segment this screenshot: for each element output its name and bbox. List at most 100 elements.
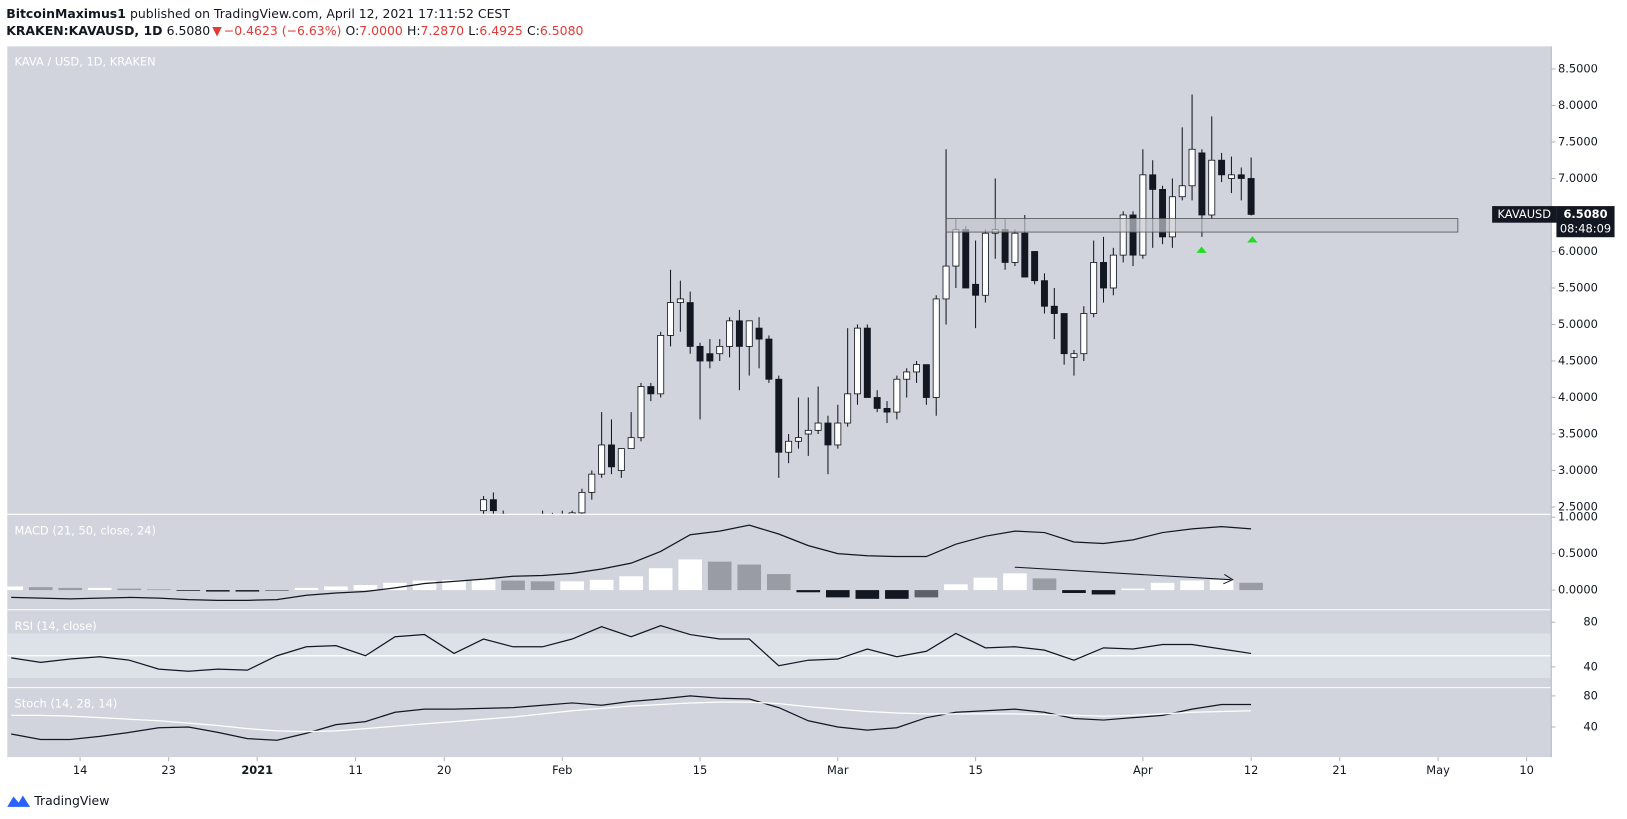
y-tick-label: 4.0000: [1558, 390, 1598, 404]
candle-body: [981, 232, 989, 296]
candle-body: [765, 338, 773, 380]
candle-body: [1198, 152, 1206, 216]
y-tick-label: 8.5000: [1558, 61, 1598, 75]
candle-body: [1050, 305, 1058, 314]
candle-body: [1070, 353, 1078, 358]
publish-line: BitcoinMaximus1 published on TradingView.…: [6, 6, 510, 21]
divergence-arrowhead: [1223, 574, 1234, 585]
candle-body: [696, 345, 704, 362]
last-symbol-box: [1492, 206, 1557, 223]
ohlc-value: 6.5080: [540, 22, 584, 37]
candle-body: [834, 422, 842, 446]
ohlc-label: C:: [527, 22, 540, 37]
histogram-bar: [442, 579, 466, 591]
candle-body: [844, 393, 852, 424]
series-line: [11, 624, 1252, 672]
candle-body: [637, 386, 645, 439]
histogram-bar: [28, 587, 53, 591]
candle-body: [942, 265, 950, 300]
pane: [7, 524, 1263, 601]
candle-body: [903, 371, 911, 380]
histogram-bar: [737, 564, 762, 591]
candle-body: [1040, 280, 1048, 307]
histogram-bar: [678, 559, 703, 591]
candle-body: [489, 499, 497, 512]
histogram-bar: [1062, 590, 1086, 594]
pane-title: MACD (21, 50, close, 24): [15, 523, 156, 537]
candle-body: [794, 437, 802, 442]
x-tick-label: 2021: [241, 763, 273, 777]
histogram-bar: [353, 584, 378, 591]
pane-title: RSI (14, close): [15, 619, 97, 633]
x-tick-label: 15: [693, 763, 708, 777]
x-tick-label: 20: [437, 763, 452, 777]
candle-body: [647, 386, 655, 395]
candle-body: [755, 327, 763, 340]
candle-body: [598, 444, 606, 475]
histogram-bar: [1121, 588, 1145, 591]
x-tick-label: Feb: [552, 763, 572, 777]
y-tick-label: 6.0000: [1558, 244, 1598, 258]
candle-body: [1208, 159, 1216, 216]
y-tick-label: 5.5000: [1558, 280, 1598, 294]
candle-body: [667, 302, 674, 336]
support-marker: [1247, 236, 1258, 243]
candle-body: [1247, 178, 1255, 215]
histogram-bar: [619, 576, 643, 591]
y-tick-label: 7.5000: [1558, 134, 1598, 148]
x-tick-label: 15: [968, 763, 983, 777]
candle-body: [962, 229, 970, 289]
brand: TradingView: [7, 793, 109, 808]
annotations: [945, 218, 1459, 585]
y-tick-label: 8.0000: [1558, 98, 1598, 112]
histogram-bar: [412, 580, 437, 591]
candle-body: [913, 364, 921, 373]
ohlc-value: 7.0000: [359, 22, 403, 37]
x-tick-label: 14: [73, 763, 88, 777]
y-tick-label: 40: [1583, 720, 1598, 734]
candle-body: [1178, 185, 1186, 198]
symbol: KRAKEN:KAVAUSD, 1D: [6, 22, 162, 37]
support-zone: [945, 218, 1459, 233]
histogram-bar: [324, 586, 348, 591]
candle-body: [854, 327, 861, 395]
x-tick-label: Apr: [1133, 763, 1153, 777]
y-tick-label: 7.0000: [1558, 171, 1598, 185]
last: 6.5080: [167, 22, 211, 37]
histogram-bar: [58, 587, 83, 591]
unit-label: USD: [1574, 53, 1599, 67]
last-symbol: KAVAUSD: [1497, 207, 1551, 221]
last-value: 6.5080: [1563, 207, 1607, 221]
candle-body: [735, 320, 743, 347]
ohlc-value: 7.2870: [421, 22, 465, 37]
ohlc-label: L:: [468, 22, 479, 37]
histogram-bar: [206, 590, 230, 592]
histogram-bar: [973, 577, 998, 591]
histogram-bar: [560, 581, 584, 591]
histogram-bar: [176, 590, 201, 591]
ohlc-value: 6.4925: [479, 22, 523, 37]
x-tick-label: Mar: [827, 763, 849, 777]
ohlc-label: H:: [407, 22, 421, 37]
candle-body: [1119, 214, 1127, 256]
histogram-bar: [1239, 582, 1263, 591]
x-tick-label: 12: [1244, 763, 1259, 777]
candle-body: [873, 397, 881, 409]
histogram-bar: [766, 574, 791, 591]
pane: [7, 624, 1552, 678]
candle-body: [1149, 174, 1157, 190]
candle-body: [706, 353, 714, 362]
candle-body: [932, 298, 940, 398]
ohlc-label: O:: [346, 22, 360, 37]
candle-body: [1168, 196, 1176, 238]
y-tick-label: 0.0000: [1558, 583, 1598, 597]
histogram-bar: [796, 590, 821, 593]
y-tick-label: 0.5000: [1558, 546, 1598, 560]
candle-body: [883, 408, 891, 413]
candle-body: [785, 440, 793, 453]
candle-body: [588, 473, 596, 493]
divergence-line: [1014, 566, 1231, 581]
published: published on TradingView.com, April 12, …: [130, 6, 510, 21]
y-tick-label: 40: [1583, 659, 1598, 673]
